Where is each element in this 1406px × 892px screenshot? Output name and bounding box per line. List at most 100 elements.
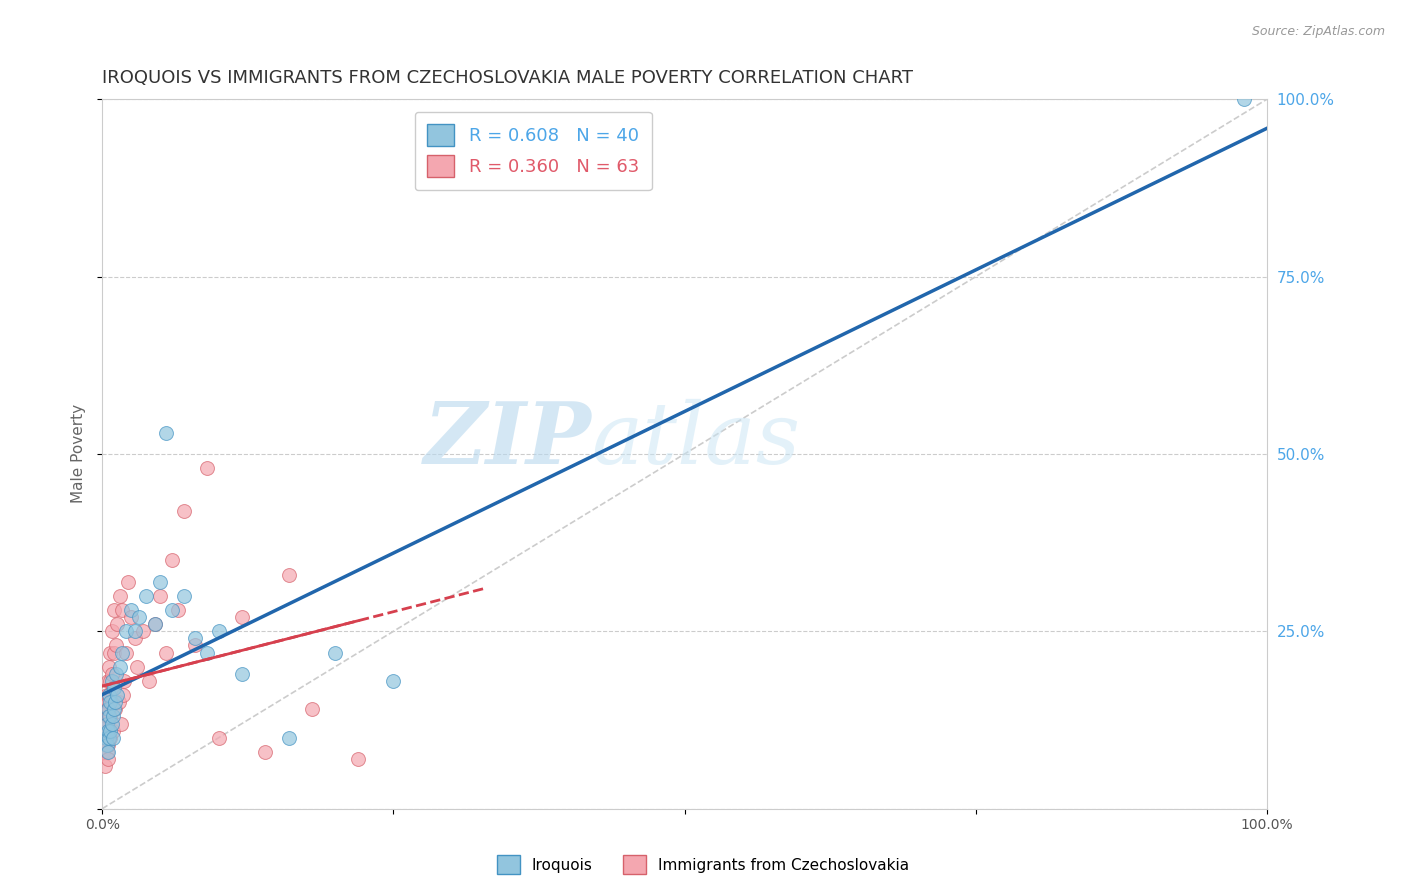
Point — [103, 603, 125, 617]
Point — [105, 639, 128, 653]
Point — [96, 702, 118, 716]
Point — [101, 681, 124, 695]
Point — [231, 666, 253, 681]
Point — [98, 731, 121, 745]
Point — [96, 688, 118, 702]
Point — [100, 695, 122, 709]
Text: IROQUOIS VS IMMIGRANTS FROM CZECHOSLOVAKIA MALE POVERTY CORRELATION CHART: IROQUOIS VS IMMIGRANTS FROM CZECHOSLOVAK… — [103, 69, 914, 87]
Legend: R = 0.608   N = 40, R = 0.360   N = 63: R = 0.608 N = 40, R = 0.360 N = 63 — [415, 112, 652, 190]
Point — [135, 589, 157, 603]
Point — [94, 723, 117, 738]
Point — [96, 731, 118, 745]
Point — [208, 624, 231, 639]
Point — [97, 709, 120, 723]
Point — [98, 673, 121, 688]
Point — [138, 673, 160, 688]
Point — [97, 723, 120, 738]
Point — [254, 745, 277, 759]
Text: ZIP: ZIP — [423, 398, 592, 482]
Point — [195, 646, 218, 660]
Point — [143, 617, 166, 632]
Point — [98, 695, 121, 709]
Point — [155, 425, 177, 440]
Point — [93, 716, 115, 731]
Point — [93, 731, 115, 745]
Point — [98, 709, 121, 723]
Point — [104, 695, 127, 709]
Point — [101, 731, 124, 745]
Point — [108, 589, 131, 603]
Point — [231, 610, 253, 624]
Point — [100, 666, 122, 681]
Point — [160, 553, 183, 567]
Point — [160, 603, 183, 617]
Point — [155, 646, 177, 660]
Text: atlas: atlas — [592, 399, 800, 481]
Point — [111, 603, 134, 617]
Point — [101, 723, 124, 738]
Point — [97, 702, 120, 716]
Point — [97, 723, 120, 738]
Point — [97, 695, 120, 709]
Point — [277, 731, 299, 745]
Point — [101, 709, 124, 723]
Point — [195, 461, 218, 475]
Point — [103, 681, 125, 695]
Point — [105, 688, 128, 702]
Point — [124, 632, 146, 646]
Point — [173, 504, 195, 518]
Point — [149, 589, 172, 603]
Point — [112, 688, 135, 702]
Point — [132, 624, 155, 639]
Point — [104, 702, 127, 716]
Point — [103, 646, 125, 660]
Point — [93, 745, 115, 759]
Point — [112, 673, 135, 688]
Point — [208, 731, 231, 745]
Point — [184, 632, 207, 646]
Point — [98, 702, 121, 716]
Point — [98, 688, 121, 702]
Point — [128, 610, 150, 624]
Point — [120, 603, 142, 617]
Point — [98, 646, 121, 660]
Point — [143, 617, 166, 632]
Point — [98, 688, 121, 702]
Point — [111, 646, 134, 660]
Y-axis label: Male Poverty: Male Poverty — [72, 404, 86, 503]
Point — [97, 745, 120, 759]
Point — [184, 639, 207, 653]
Point — [100, 624, 122, 639]
Point — [96, 738, 118, 752]
Point — [149, 574, 172, 589]
Point — [108, 660, 131, 674]
Point — [93, 759, 115, 773]
Point — [105, 666, 128, 681]
Point — [347, 752, 370, 766]
Point — [114, 624, 136, 639]
Point — [97, 673, 120, 688]
Point — [110, 716, 132, 731]
Point — [120, 610, 142, 624]
Point — [100, 716, 122, 731]
Point — [98, 723, 121, 738]
Point — [96, 745, 118, 759]
Point — [1233, 92, 1256, 106]
Point — [167, 603, 190, 617]
Point — [100, 673, 122, 688]
Point — [96, 716, 118, 731]
Point — [98, 660, 121, 674]
Point — [94, 731, 117, 745]
Point — [98, 709, 121, 723]
Point — [114, 646, 136, 660]
Legend: Iroquois, Immigrants from Czechoslovakia: Iroquois, Immigrants from Czechoslovakia — [491, 849, 915, 880]
Text: Source: ZipAtlas.com: Source: ZipAtlas.com — [1251, 25, 1385, 38]
Point — [94, 709, 117, 723]
Point — [301, 702, 323, 716]
Point — [107, 695, 129, 709]
Point — [97, 752, 120, 766]
Point — [103, 702, 125, 716]
Point — [127, 660, 149, 674]
Point — [173, 589, 195, 603]
Point — [323, 646, 346, 660]
